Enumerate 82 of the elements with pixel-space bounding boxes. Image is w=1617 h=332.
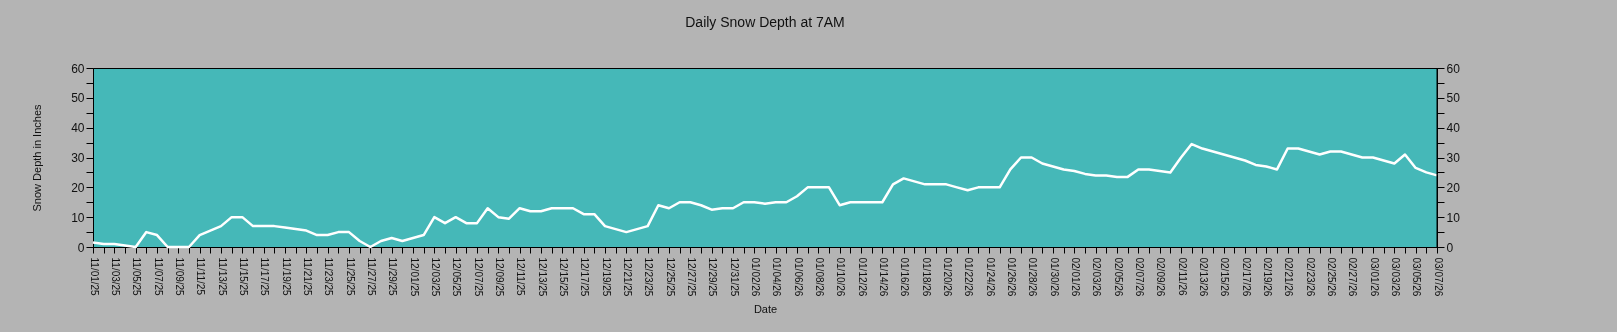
x-tick-label: 01/16/26 — [899, 257, 911, 297]
x-tick-label: 01/24/26 — [984, 257, 996, 297]
x-tick-label: 01/28/26 — [1027, 257, 1039, 297]
x-tick-label: 12/17/25 — [579, 257, 591, 297]
x-tick-label: 11/11/25 — [195, 257, 207, 296]
x-tick-label: 01/20/26 — [941, 257, 953, 297]
x-tick-label: 02/15/26 — [1219, 257, 1231, 297]
y2-tick-label: 10 — [1446, 210, 1461, 225]
x-tick-label: 12/05/25 — [451, 257, 463, 297]
y-tick-label: 50 — [71, 91, 85, 106]
x-tick-label: 11/07/25 — [152, 257, 164, 297]
x-tick-label: 02/13/26 — [1197, 257, 1209, 297]
x-tick-label: 11/15/25 — [237, 257, 249, 297]
y2-tick-label: 40 — [1446, 121, 1461, 136]
x-axis-title: Date — [753, 303, 778, 316]
x-tick-label: 12/19/25 — [600, 257, 612, 297]
x-tick-label: 02/03/26 — [1091, 257, 1103, 297]
x-tick-label: 11/23/25 — [323, 257, 335, 297]
x-tick-label: 11/27/25 — [365, 257, 377, 297]
x-tick-label: 01/26/26 — [1005, 257, 1017, 297]
x-tick-label: 03/05/26 — [1411, 257, 1423, 297]
y-tick-label: 20 — [71, 180, 85, 195]
x-tick-label: 12/23/25 — [643, 257, 655, 297]
y-tick-label: 40 — [71, 121, 85, 136]
x-tick-label: 02/25/26 — [1325, 257, 1337, 297]
x-tick-label: 12/03/25 — [429, 257, 441, 297]
y2-tick-label: 20 — [1446, 180, 1461, 195]
x-tick-label: 01/18/26 — [920, 257, 932, 297]
line-series — [91, 142, 1439, 249]
x-tick-label: 03/01/26 — [1368, 257, 1380, 297]
x-tick-label: 02/19/26 — [1261, 257, 1273, 297]
x-tick-label: 12/09/25 — [493, 257, 505, 297]
x-tick-label: 11/21/25 — [301, 257, 313, 297]
x-tick-label: 12/15/25 — [557, 257, 569, 297]
x-tick-label: 02/23/26 — [1304, 257, 1316, 297]
x-tick-label: 02/27/26 — [1347, 257, 1359, 297]
x-tick-label: 12/11/25 — [515, 257, 527, 297]
x-tick-label: 11/13/25 — [216, 257, 228, 297]
x-tick-label: 01/04/26 — [771, 257, 783, 297]
x-tick-label: 12/27/25 — [685, 257, 697, 297]
x-tick-label: 01/06/26 — [792, 257, 804, 297]
chart-title: Daily Snow Depth at 7AM — [685, 14, 845, 30]
y2-tick-label: 30 — [1446, 151, 1461, 165]
x-tick-label: 11/25/25 — [344, 257, 356, 297]
x-tick-label: 02/11/26 — [1176, 257, 1188, 297]
x-tick-label: 12/13/25 — [536, 257, 548, 297]
x-tick-label: 02/07/26 — [1133, 257, 1145, 297]
x-tick-label: 03/03/26 — [1389, 257, 1401, 297]
x-tick-label: 03/07/26 — [1432, 257, 1444, 297]
y-tick-label: 0 — [77, 240, 85, 255]
x-tick-label: 01/02/26 — [749, 257, 761, 297]
x-tick-label: 12/21/25 — [621, 257, 633, 297]
x-tick-label: 11/29/25 — [387, 257, 399, 297]
x-tick-label: 01/22/26 — [963, 257, 975, 297]
x-tick-label: 12/01/25 — [408, 257, 420, 297]
y2-tick-label: 60 — [1446, 61, 1461, 76]
x-tick-label: 12/07/25 — [472, 257, 484, 297]
x-tick-label: 01/30/26 — [1048, 257, 1060, 297]
x-tick-label: 02/01/26 — [1069, 257, 1081, 297]
x-tick-label: 02/21/26 — [1283, 257, 1295, 297]
y-tick-label: 30 — [71, 151, 85, 165]
x-tick-label: 12/31/25 — [728, 257, 740, 297]
y-tick-label: 60 — [71, 61, 85, 76]
x-tick-label: 01/12/26 — [856, 257, 868, 297]
x-tick-label: 11/05/25 — [131, 257, 143, 297]
x-tick-label: 12/29/25 — [707, 257, 719, 297]
x-tick-label: 11/17/25 — [259, 257, 271, 297]
y-axis-title: Snow Depth in Inches — [31, 104, 44, 212]
y2-tick-label: 50 — [1446, 91, 1461, 106]
x-tick-label: 11/01/25 — [88, 257, 100, 297]
x-tick-label: 12/25/25 — [664, 257, 676, 297]
x-tick-label: 11/09/25 — [173, 257, 185, 297]
y-tick-label: 10 — [71, 210, 85, 225]
x-tick-label: 01/08/26 — [813, 257, 825, 297]
x-tick-label: 01/10/26 — [835, 257, 847, 297]
x-tick-label: 01/14/26 — [877, 257, 889, 297]
x-tick-label: 11/03/25 — [109, 257, 121, 297]
x-tick-label: 02/05/26 — [1112, 257, 1124, 297]
x-tick-label: 02/17/26 — [1240, 257, 1252, 297]
y2-tick-label: 0 — [1446, 240, 1454, 255]
x-tick-label: 02/09/26 — [1155, 257, 1167, 297]
x-tick-label: 11/19/25 — [280, 257, 292, 297]
